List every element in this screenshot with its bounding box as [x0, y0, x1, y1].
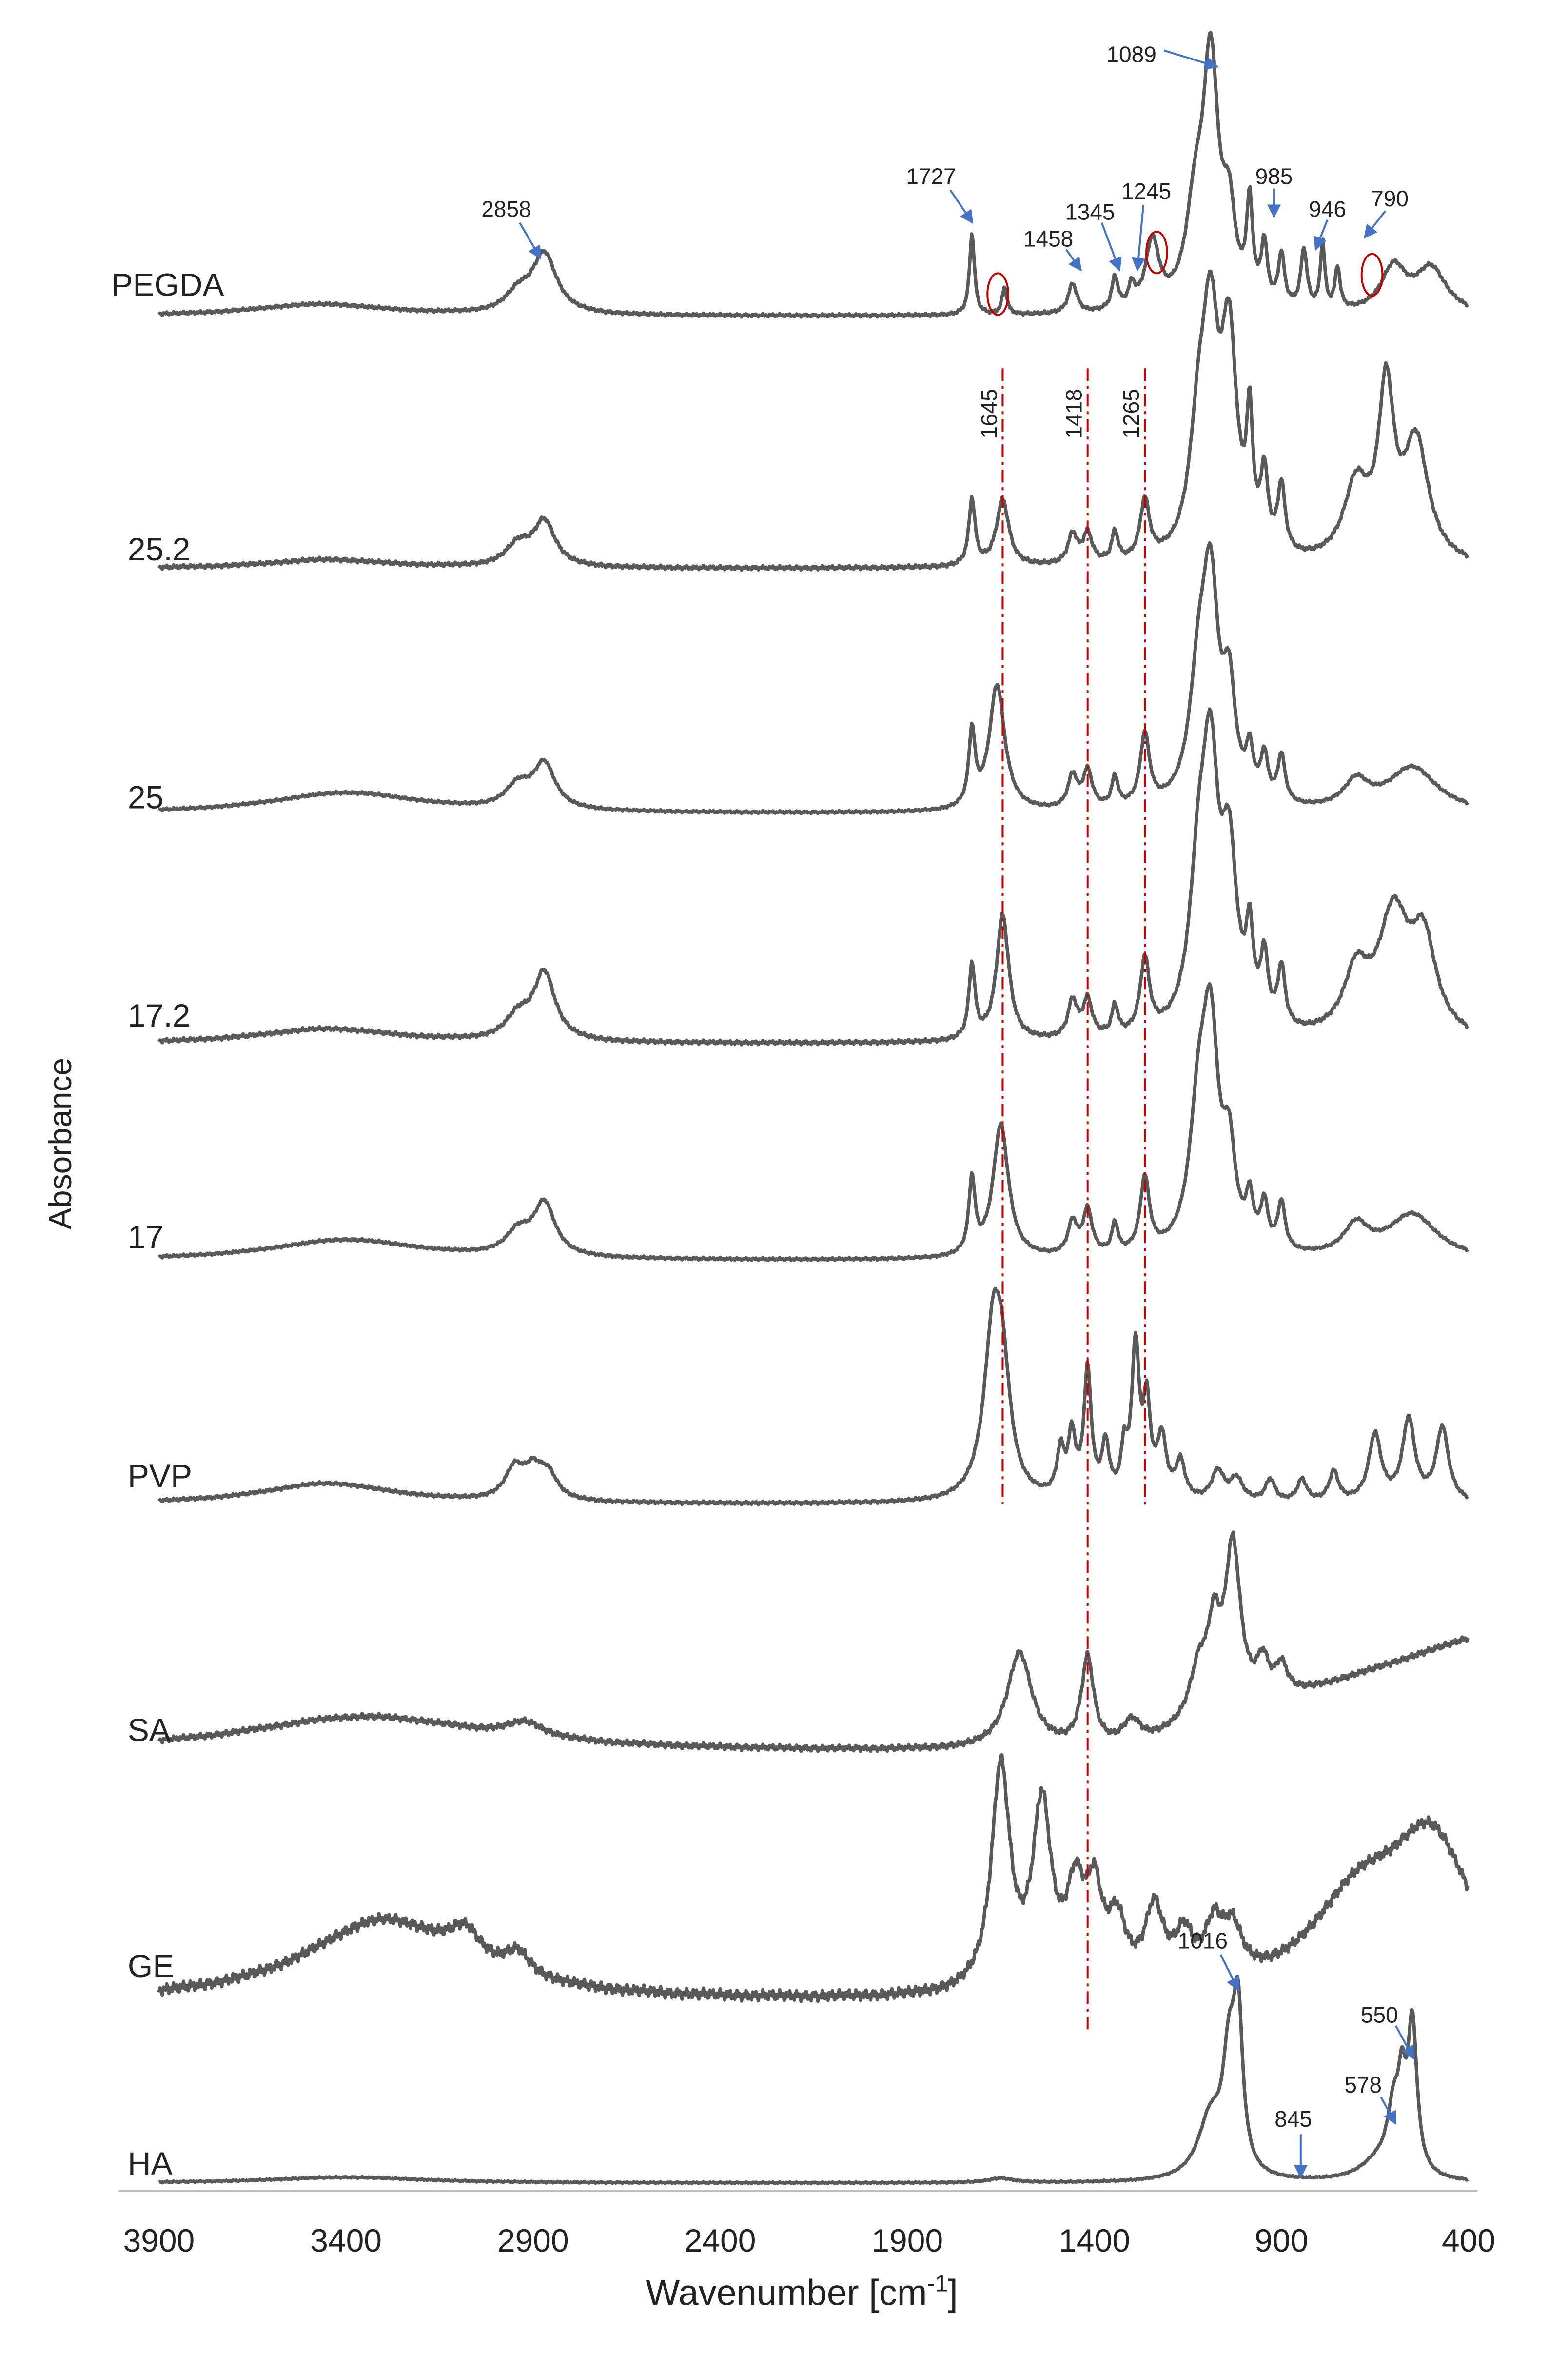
peak-arrow-12	[1394, 2025, 1415, 2060]
peak-label-0: 2858	[481, 196, 531, 221]
peak-label-10: 845	[1274, 2106, 1312, 2132]
y-axis-label: Absorbance	[42, 1058, 78, 1229]
peak-label-6: 985	[1255, 163, 1293, 189]
peak-arrow-11	[1380, 2097, 1397, 2125]
spectra-group: PEGDA 25.2 25 17.2 17 PVP SA GE HA	[111, 31, 1470, 2186]
reference-lines-group: 1645 1418 1265	[976, 368, 1146, 2031]
x-axis-label-superscript: -1	[927, 2271, 948, 2297]
peak-label-12: 550	[1361, 2002, 1398, 2028]
series-label-2: 25	[128, 779, 163, 815]
peak-arrow-3	[1100, 222, 1122, 272]
reference-line-label-0: 1645	[976, 389, 1001, 438]
series-label-3: 17.2	[128, 997, 190, 1033]
x-axis: 3900 3400 2900 2400 1900 1400 900 400	[118, 2190, 1495, 2258]
peak-label-4: 1245	[1121, 178, 1171, 204]
series-label-5: PVP	[128, 1458, 192, 1494]
x-tick-label-3: 2400	[685, 2222, 756, 2258]
spectrum-line-0	[157, 31, 1469, 319]
spectrum-line-6	[157, 1530, 1470, 1753]
x-axis-label: Wavenumber [cm-1]	[646, 2271, 958, 2313]
peak-label-5: 1089	[1106, 42, 1156, 67]
reference-line-label-1: 1418	[1061, 389, 1087, 438]
series-label-8: HA	[128, 2145, 173, 2181]
spectrum-line-8	[158, 1975, 1469, 2186]
reference-line-label-2: 1265	[1118, 389, 1144, 438]
series-label-0: PEGDA	[111, 267, 224, 303]
spectrum-line-5	[157, 1286, 1469, 1506]
x-tick-label-1: 3400	[310, 2222, 382, 2258]
x-tick-label-6: 900	[1254, 2222, 1308, 2258]
x-axis-label-end: ]	[948, 2273, 958, 2313]
peak-arrow-9	[1219, 1954, 1239, 1992]
peak-label-7: 946	[1309, 196, 1346, 221]
peak-arrow-0	[519, 222, 542, 260]
peak-arrow-7	[1313, 219, 1329, 251]
spectrum-line-4	[157, 982, 1469, 1263]
peak-arrow-8	[1364, 210, 1386, 239]
spectrum-line-1	[157, 269, 1470, 572]
peak-label-2: 1458	[1023, 226, 1073, 251]
peak-label-3: 1345	[1065, 199, 1115, 224]
x-tick-label-2: 2900	[497, 2222, 569, 2258]
x-axis-label-text: Wavenumber [cm	[646, 2273, 927, 2313]
highlight-circle-1	[1145, 231, 1168, 275]
peak-label-9: 1016	[1178, 1928, 1228, 1953]
peak-arrow-5	[1164, 49, 1219, 70]
peak-arrow-4	[1132, 205, 1146, 272]
series-label-6: SA	[128, 1712, 171, 1748]
spectrum-line-2	[157, 541, 1469, 815]
spectrum-line-3	[157, 707, 1470, 1047]
peak-label-1: 1727	[906, 163, 956, 189]
series-label-4: 17	[128, 1219, 163, 1255]
series-label-7: GE	[128, 1948, 174, 1984]
x-tick-label-0: 3900	[123, 2222, 195, 2258]
peak-arrow-2	[1065, 249, 1082, 272]
peak-label-8: 790	[1371, 186, 1409, 211]
spectrum-line-7	[157, 1753, 1470, 2003]
peak-label-11: 578	[1344, 2072, 1382, 2097]
highlight-circle-2	[1360, 253, 1384, 297]
x-tick-label-7: 400	[1442, 2222, 1495, 2258]
peak-arrow-1	[949, 189, 974, 224]
x-tick-label-5: 1400	[1058, 2222, 1130, 2258]
series-label-1: 25.2	[128, 531, 190, 567]
x-tick-label-4: 1900	[871, 2222, 943, 2258]
highlight-circle-0	[986, 272, 1009, 316]
